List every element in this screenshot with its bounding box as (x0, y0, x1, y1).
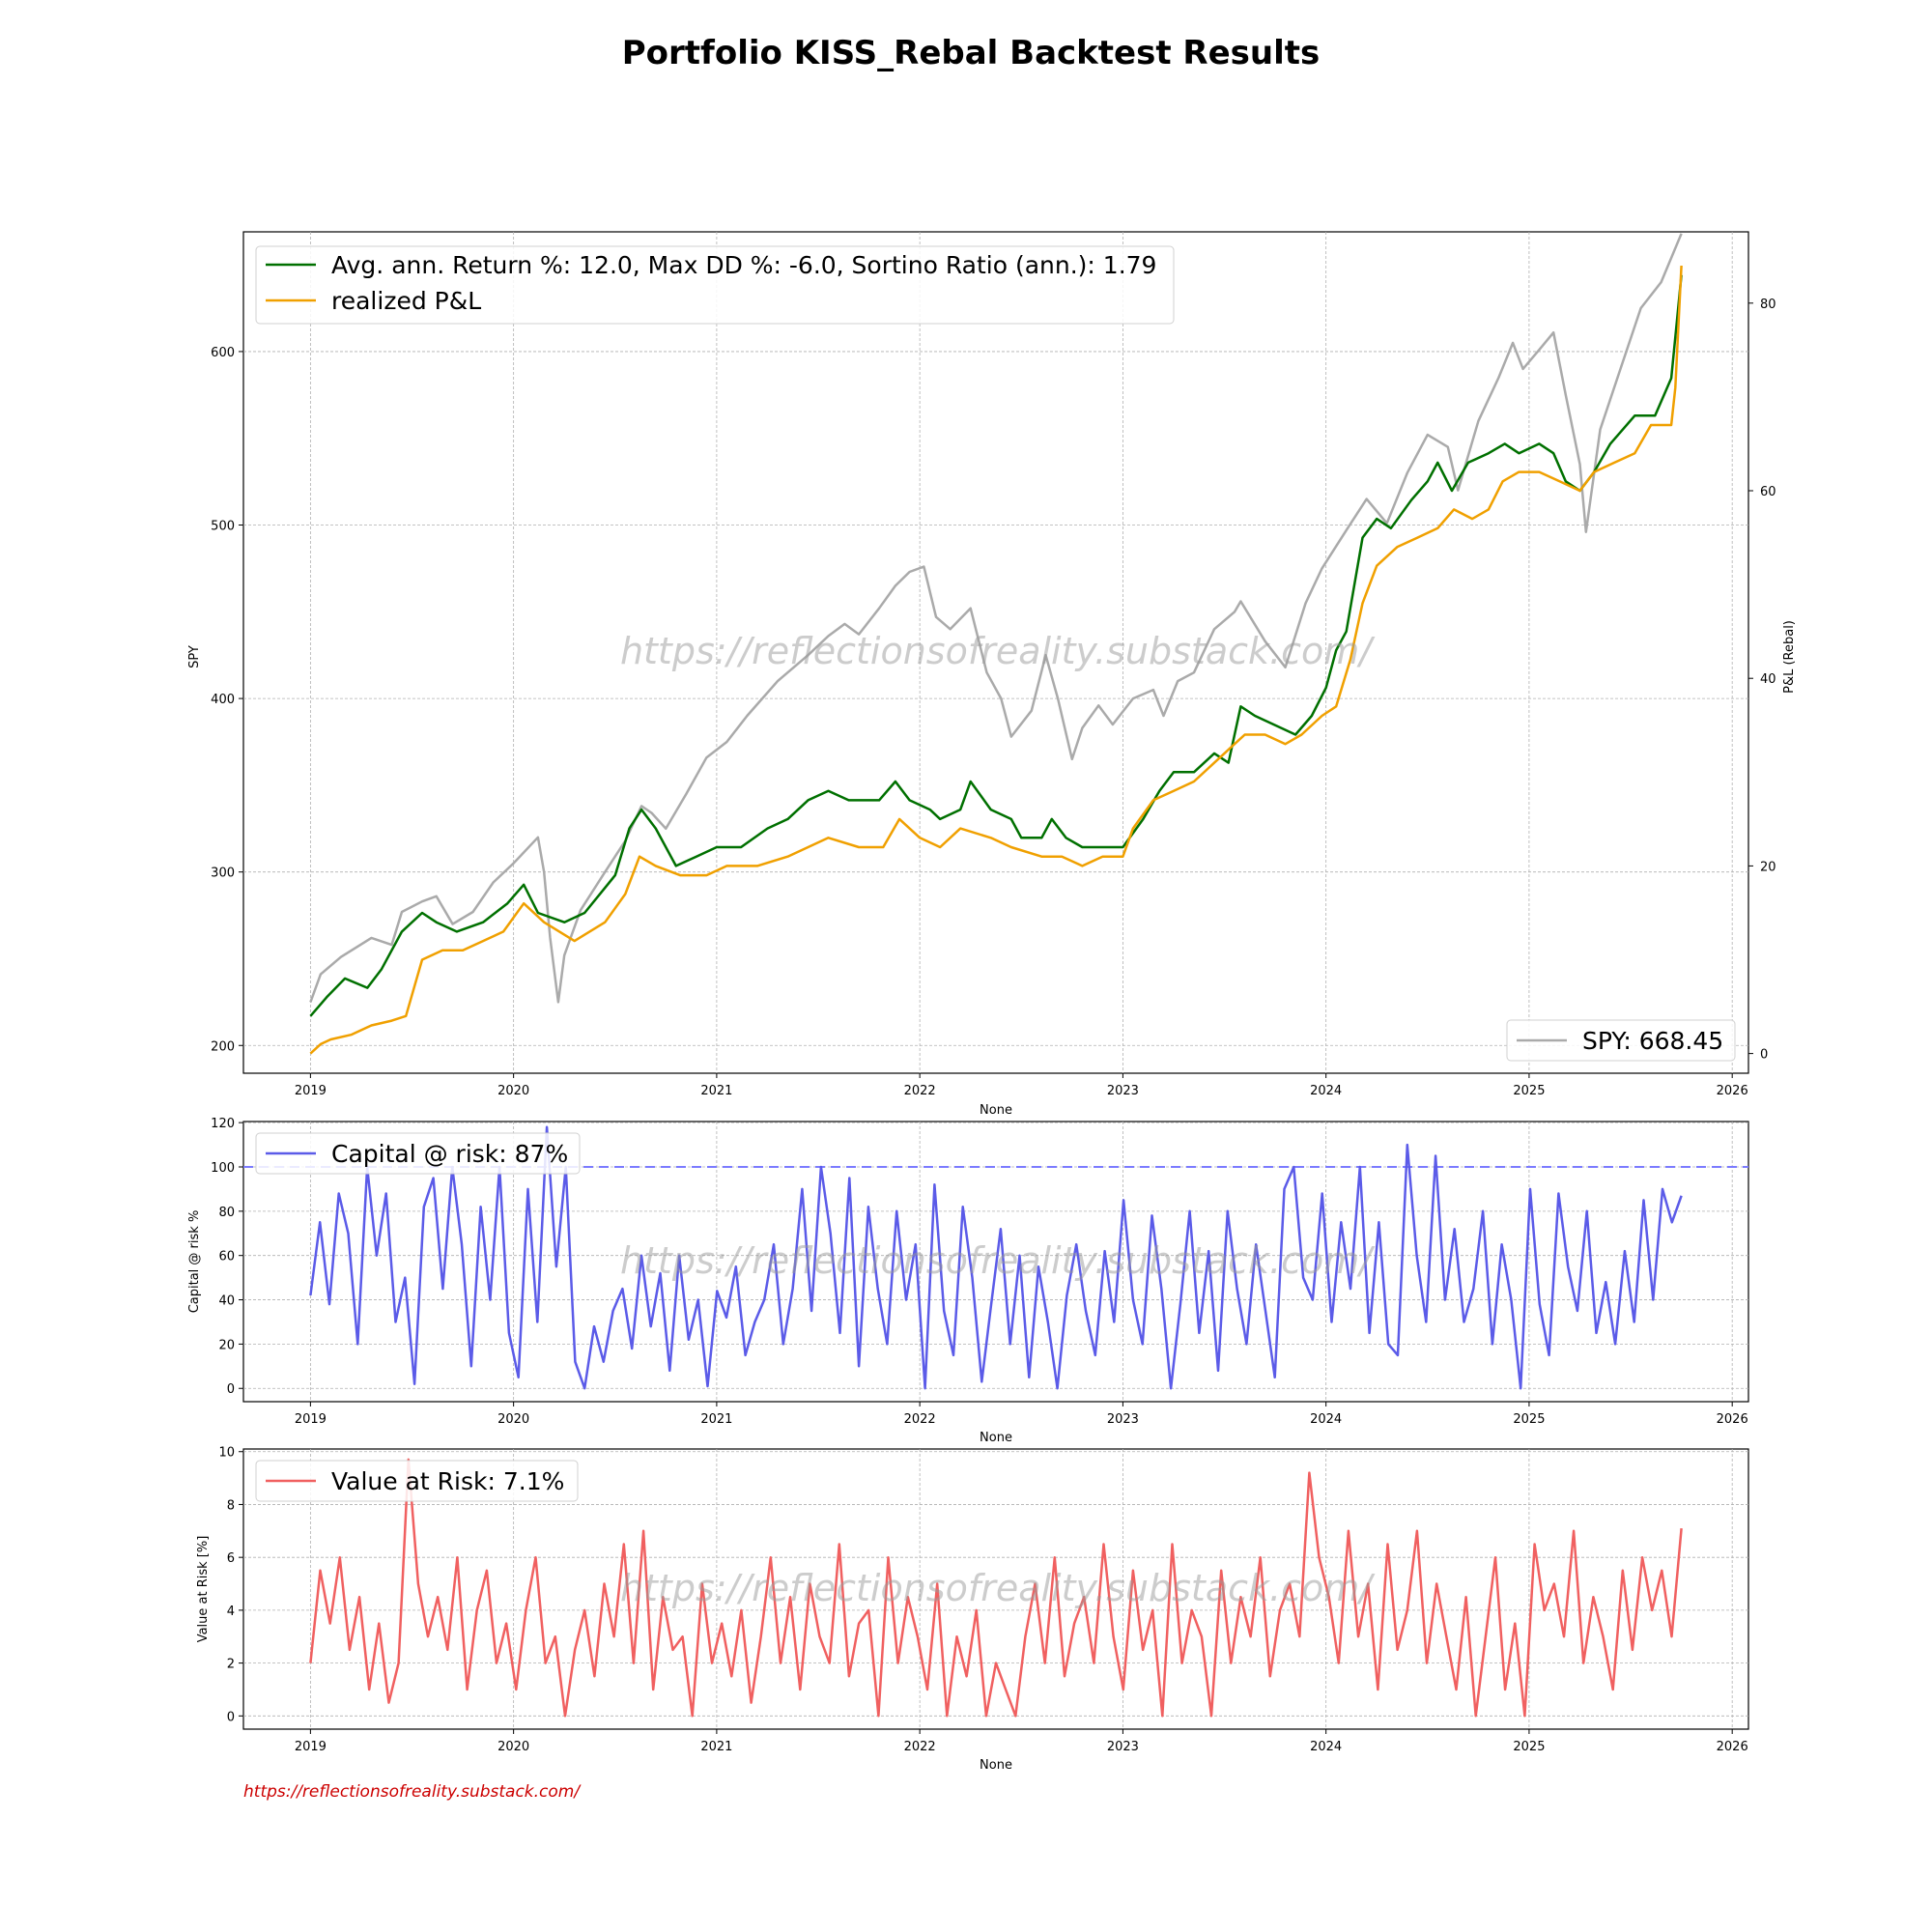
legend-bot: Value at Risk: 7.1% (255, 1460, 579, 1502)
y-tick-label: 0 (227, 1710, 235, 1724)
x-tick-label: 2021 (700, 1412, 732, 1427)
panel-bot-frame (242, 1448, 1749, 1730)
y-tick-label: 0 (227, 1382, 235, 1397)
x-axis-label-mid: None (980, 1431, 1012, 1445)
legend-label-spy: SPY: 668.45 (1582, 1027, 1723, 1055)
x-tick-label: 2025 (1513, 1740, 1545, 1754)
legend-label-var: Value at Risk: 7.1% (331, 1467, 564, 1495)
realized-pnl-line (309, 265, 1683, 1055)
x-tick-label: 2026 (1717, 1740, 1748, 1754)
y-right-tick-label: 60 (1760, 485, 1776, 499)
legend-top-box (255, 245, 1175, 325)
y-tick-label: 60 (218, 1250, 235, 1264)
x-tick-label: 2020 (497, 1084, 529, 1098)
x-tick-label: 2022 (904, 1412, 936, 1427)
y-right-tick-label: 20 (1760, 860, 1776, 874)
panel-mid-frame (242, 1121, 1749, 1403)
x-tick-label: 2019 (295, 1412, 327, 1427)
figure-title: Portfolio KISS_Rebal Backtest Results (622, 34, 1321, 72)
legend-top: Avg. ann. Return %: 12.0, Max DD %: -6.0… (255, 245, 1175, 325)
x-tick-label: 2025 (1513, 1412, 1545, 1427)
legend-mid-box (255, 1132, 581, 1175)
x-axis-label-top: None (980, 1103, 1012, 1118)
y-tick-label: 400 (211, 693, 235, 707)
y-tick-label: 6 (227, 1551, 235, 1566)
ticks-mid: 2019 2020 2021 2022 2023 2024 2025 2026 0 20 40 60 8… (211, 1117, 1748, 1427)
legend-spy: SPY: 668.45 (1506, 1019, 1736, 1062)
y-tick-label: 2 (227, 1658, 235, 1672)
y-tick-label: 8 (227, 1498, 235, 1513)
x-tick-label: 2020 (497, 1740, 529, 1754)
series-top (309, 233, 1683, 1055)
y-axis-label-pnl: P&L (Rebal) (1782, 620, 1797, 694)
x-tick-label: 2021 (700, 1740, 732, 1754)
x-tick-label: 2024 (1310, 1412, 1342, 1427)
x-tick-label: 2022 (904, 1084, 936, 1098)
x-axis-label-bot: None (980, 1758, 1012, 1773)
x-tick-label: 2021 (700, 1084, 732, 1098)
y-tick-label: 200 (211, 1039, 235, 1054)
y-tick-label: 80 (218, 1206, 235, 1220)
legend-label-realized: realized P&L (331, 287, 481, 315)
grid-top (243, 232, 1748, 1073)
legend-label-capital: Capital @ risk: 87% (331, 1140, 568, 1168)
footer-link[interactable]: https://reflectionsofreality.substack.co… (243, 1782, 582, 1802)
watermark-bot: https://reflectionsofreality.substack.co… (620, 1567, 1376, 1609)
watermark-top: https://reflectionsofreality.substack.co… (620, 630, 1376, 672)
spy-line (309, 233, 1683, 1004)
y-tick-label: 120 (211, 1117, 235, 1131)
capital-at-risk-line (309, 1125, 1683, 1390)
x-tick-label: 2023 (1107, 1740, 1139, 1754)
panel-top-frame (242, 231, 1749, 1074)
y-right-tick-label: 0 (1760, 1048, 1768, 1063)
y-tick-label: 10 (218, 1446, 235, 1461)
x-tick-label: 2023 (1107, 1084, 1139, 1098)
ticks-top: 2019 2020 2021 2022 2023 2024 2025 202620030040… (211, 298, 1776, 1098)
legend-label-strategy: Avg. ann. Return %: 12.0, Max DD %: -6.0… (331, 251, 1156, 279)
series-bot (309, 1458, 1683, 1718)
x-tick-label: 2022 (904, 1740, 936, 1754)
x-tick-label: 2026 (1717, 1412, 1748, 1427)
y-axis-label-capital: Capital @ risk % (187, 1210, 202, 1314)
y-tick-label: 40 (218, 1294, 235, 1309)
y-tick-label: 600 (211, 346, 235, 360)
x-tick-label: 2023 (1107, 1412, 1139, 1427)
grid-bot (243, 1449, 1748, 1729)
strategy-pnl-line (309, 274, 1683, 1017)
x-tick-label: 2025 (1513, 1084, 1545, 1098)
x-tick-label: 2024 (1310, 1084, 1342, 1098)
legend-bot-box (255, 1460, 579, 1502)
legend-spy-box (1506, 1019, 1736, 1062)
y-tick-label: 500 (211, 520, 235, 534)
x-tick-label: 2024 (1310, 1740, 1342, 1754)
y-axis-label-var: Value at Risk [%] (196, 1536, 211, 1643)
watermark-mid: https://reflectionsofreality.substack.co… (620, 1239, 1376, 1282)
value-at-risk-line (309, 1458, 1683, 1718)
y-tick-label: 300 (211, 867, 235, 881)
y-right-tick-label: 40 (1760, 672, 1776, 687)
x-tick-label: 2020 (497, 1412, 529, 1427)
y-tick-label: 100 (211, 1161, 235, 1176)
y-tick-label: 4 (227, 1605, 235, 1619)
x-tick-label: 2026 (1717, 1084, 1748, 1098)
spy-pnl-panel: 2019 2020 2021 2022 2023 2024 2025 202620030040… (187, 231, 1797, 1118)
y-axis-label-spy: SPY (187, 645, 202, 668)
ticks-bot: 2019 2020 2021 2022 2023 2024 2025 2026 0 2 4 6 8 10 (218, 1446, 1747, 1754)
x-tick-label: 2019 (295, 1084, 327, 1098)
y-right-tick-label: 80 (1760, 298, 1776, 312)
value-at-risk-panel: 2019 2020 2021 2022 2023 2024 2025 20260246810 … (196, 1446, 1749, 1773)
legend-mid: Capital @ risk: 87% (255, 1132, 581, 1175)
y-tick-label: 20 (218, 1338, 235, 1352)
x-tick-label: 2019 (295, 1740, 327, 1754)
